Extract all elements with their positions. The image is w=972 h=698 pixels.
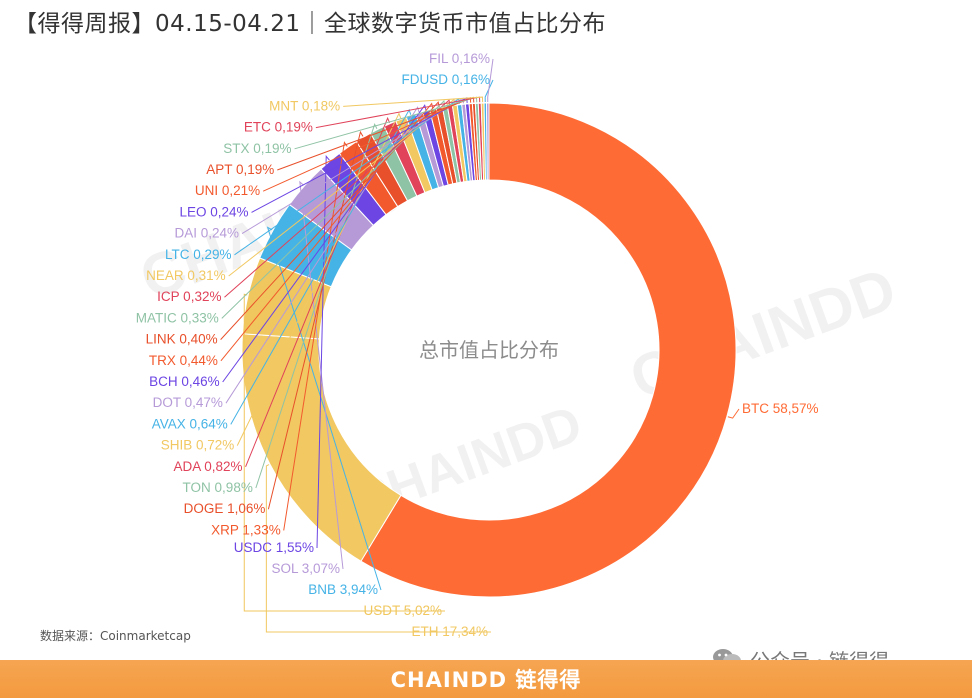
data-label-mnt: MNT 0,18% — [269, 98, 340, 113]
data-label-eth: ETH 17,34% — [411, 624, 488, 639]
leader-line-dot — [225, 106, 420, 404]
leader-line-shib — [236, 112, 402, 446]
leader-line-ada — [245, 116, 391, 467]
leader-line-trx — [220, 102, 434, 362]
data-label-bch: BCH 0,46% — [149, 374, 220, 389]
page-title: 【得得周报】04.15-04.21｜全球数字货币市值占比分布 — [14, 11, 606, 37]
data-label-fdusd: FDUSD 0,16% — [401, 72, 490, 87]
data-label-dai: DAI 0,24% — [175, 226, 240, 241]
data-label-xrp: XRP 1,33% — [211, 522, 281, 537]
data-label-avax: AVAX 0,64% — [152, 416, 228, 431]
slice-btc — [360, 102, 737, 598]
leader-line-mnt — [343, 96, 484, 107]
slice-fil — [486, 102, 490, 181]
data-label-link: LINK 0,40% — [146, 332, 218, 347]
data-label-dot: DOT 0,47% — [153, 395, 223, 410]
data-label-ltc: LTC 0,29% — [165, 247, 232, 262]
data-source: 数据来源：Coinmarketcap — [40, 629, 191, 643]
leader-line-fil — [487, 58, 494, 103]
leader-line-fdusd — [484, 79, 494, 103]
data-label-leo: LEO 0,24% — [179, 204, 248, 219]
leader-line-bnb — [266, 226, 382, 591]
data-label-doge: DOGE 1,06% — [184, 501, 266, 516]
data-label-ada: ADA 0,82% — [174, 459, 243, 474]
data-label-icp: ICP 0,32% — [157, 289, 221, 304]
data-label-sol: SOL 3,07% — [271, 561, 340, 576]
data-label-apt: APT 0,19% — [206, 162, 274, 177]
data-label-trx: TRX 0,44% — [149, 353, 218, 368]
data-label-near: NEAR 0,31% — [146, 268, 226, 283]
data-label-etc: ETC 0,19% — [244, 120, 313, 135]
leader-line-bch — [222, 104, 427, 383]
data-label-usdt: USDT 5,02% — [363, 603, 442, 618]
leader-line-eth — [265, 464, 491, 633]
data-label-matic: MATIC 0,33% — [136, 310, 219, 325]
data-label-stx: STX 0,19% — [223, 141, 291, 156]
footer-brand-bar: CHAINDD 链得得 — [0, 660, 972, 698]
leader-line-usdc — [316, 154, 330, 549]
leader-line-doge — [267, 130, 364, 510]
leader-line-xrp — [283, 141, 348, 531]
footer-brand: CHAINDD 链得得 — [390, 668, 582, 692]
data-label-ton: TON 0,98% — [183, 480, 253, 495]
data-label-bnb: BNB 3,94% — [308, 582, 378, 597]
data-label-fil: FIL 0,16% — [429, 51, 490, 66]
data-label-btc: BTC 58,57% — [742, 401, 819, 416]
center-label: 总市值占比分布 — [419, 338, 559, 362]
data-label-uni: UNI 0,21% — [195, 183, 260, 198]
leader-line-btc — [727, 408, 740, 419]
data-label-shib: SHIB 0,72% — [161, 438, 235, 453]
leader-line-sol — [299, 180, 344, 570]
data-label-usdc: USDC 1,55% — [234, 540, 314, 555]
leader-line-ton — [255, 123, 378, 489]
